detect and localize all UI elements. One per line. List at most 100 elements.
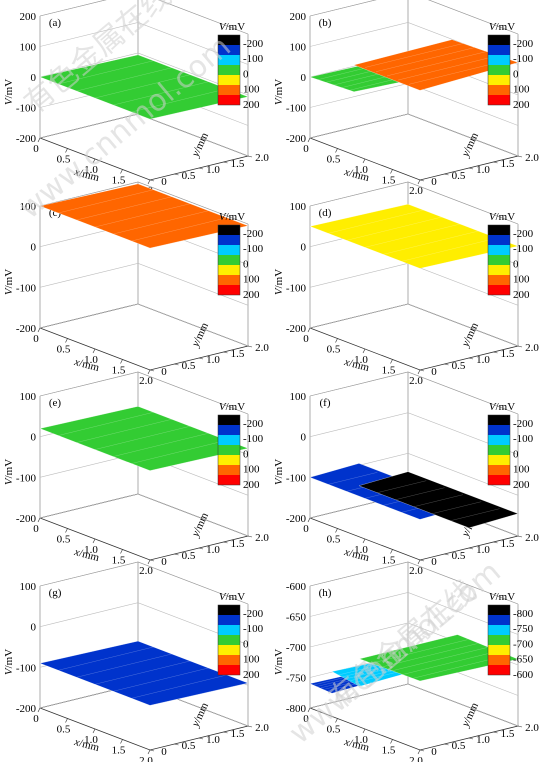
z-gridline [39, 22, 249, 65]
x-tick-label: 0 [33, 713, 39, 725]
colorbar-unit-label: V/mV [219, 211, 245, 223]
y-tick [517, 155, 523, 158]
colorbar-swatch [218, 465, 240, 475]
x-tick [92, 158, 96, 164]
x-tick-label: 0.5 [327, 724, 341, 736]
z-gridline [309, 0, 519, 35]
x-tick-label: 0 [33, 523, 39, 535]
z-axis-label: V/mV [273, 269, 285, 295]
y-tick-label: 0.5 [452, 740, 466, 752]
y-tick-label: 1.0 [476, 734, 490, 746]
x-tick [362, 728, 366, 734]
x-tick-label: 2.0 [139, 565, 153, 577]
colorbar-tick-label: -600 [513, 669, 534, 681]
z-tick-label: -100 [286, 282, 307, 294]
y-tick-label: 1.5 [231, 728, 245, 740]
x-tick [417, 749, 421, 755]
x-tick-label: 2.0 [139, 755, 153, 762]
colorbar-swatch [488, 85, 510, 95]
surface-mesh-line [395, 487, 445, 500]
y-tick [517, 725, 523, 728]
x-tick [417, 369, 421, 375]
colorbar-tick-label: -200 [243, 228, 264, 240]
z-tick-label: 200 [20, 11, 37, 23]
y-tick [149, 369, 155, 372]
colorbar-tick-label: -100 [513, 243, 534, 255]
y-tick [493, 541, 498, 544]
z-tick-label: 100 [290, 391, 307, 403]
colorbar-swatch [218, 665, 240, 675]
y-tick-label: 1.5 [501, 158, 515, 170]
x-tick-label: 1.5 [112, 175, 126, 187]
x-tick [147, 369, 151, 375]
colorbar-tick-label: -200 [243, 418, 264, 430]
x-tick-label: 1.0 [84, 354, 98, 366]
colorbar-tick-label: -800 [513, 608, 534, 620]
colorbar-swatch [218, 35, 240, 45]
z-tick-label: 100 [20, 42, 37, 54]
y-tick-label: 0.5 [452, 170, 466, 182]
y-tick-label: 2.0 [255, 152, 269, 164]
y-tick-label: 1.0 [476, 354, 490, 366]
colorbar-swatch [488, 425, 510, 435]
z-tick-label: 0 [31, 242, 37, 254]
colorbar-tick-label: -100 [243, 53, 264, 65]
colorbar-swatch [488, 255, 510, 265]
surface-mesh-line [131, 439, 230, 464]
colorbar-tick-label: 200 [243, 479, 260, 491]
y-tick [419, 559, 425, 562]
wall-top-edge [309, 561, 519, 605]
x-axis-label: x/mm [72, 736, 101, 754]
colorbar-swatch [218, 65, 240, 75]
x-tick [390, 359, 393, 364]
colorbar-tick-label: 200 [513, 289, 530, 301]
colorbar-swatch [488, 265, 510, 275]
x-tick-label: 1.0 [84, 734, 98, 746]
y-tick-label: 1.5 [501, 538, 515, 550]
y-tick-label: 2.0 [525, 532, 539, 544]
y-tick [149, 179, 155, 182]
y-tick-label: 2.0 [525, 152, 539, 164]
colorbar-frame [217, 604, 241, 676]
x-tick [147, 559, 151, 565]
colorbar-tick-label: 0 [513, 68, 519, 80]
colorbar-swatch [488, 75, 510, 85]
z-tick-label: -800 [286, 703, 307, 715]
y-tick [247, 155, 253, 158]
x-axis-label: x/mm [342, 546, 371, 564]
colorbar-tick-label: 100 [243, 464, 260, 476]
colorbar-swatch [488, 435, 510, 445]
colorbar-frame [487, 34, 511, 106]
panel-label: (a) [49, 17, 62, 29]
x-tick [120, 169, 123, 174]
x-tick-label: 0.5 [327, 154, 341, 166]
y-tick [247, 345, 253, 348]
x-tick [65, 528, 68, 533]
y-tick-label: 2.0 [255, 532, 269, 544]
z-tick-label: 0 [301, 242, 307, 254]
y-tick-label: 0 [161, 556, 167, 568]
y-tick [468, 357, 474, 360]
x-axis-label: x/mm [342, 166, 371, 184]
z-tick-label: -100 [16, 103, 37, 115]
y-tick-label: 2.0 [255, 342, 269, 354]
surface-mesh-line [131, 674, 230, 699]
colorbar-tick-label: 0 [243, 258, 249, 270]
surface-mesh-line [399, 651, 498, 676]
surface-mesh-line [76, 195, 175, 221]
surface-mesh-line [76, 653, 175, 678]
y-tick-label: 1.0 [206, 544, 220, 556]
z-gridline [39, 263, 249, 306]
colorbar-tick-label: -200 [513, 38, 534, 50]
z-tick-label: -200 [16, 513, 37, 525]
x-tick [307, 137, 311, 143]
wall-top-edge [309, 181, 519, 225]
y-tick [444, 173, 449, 176]
surface-mesh-line [58, 59, 157, 85]
x-tick [335, 148, 338, 153]
x-tick-label: 2.0 [139, 375, 153, 387]
x-tick [390, 169, 393, 174]
